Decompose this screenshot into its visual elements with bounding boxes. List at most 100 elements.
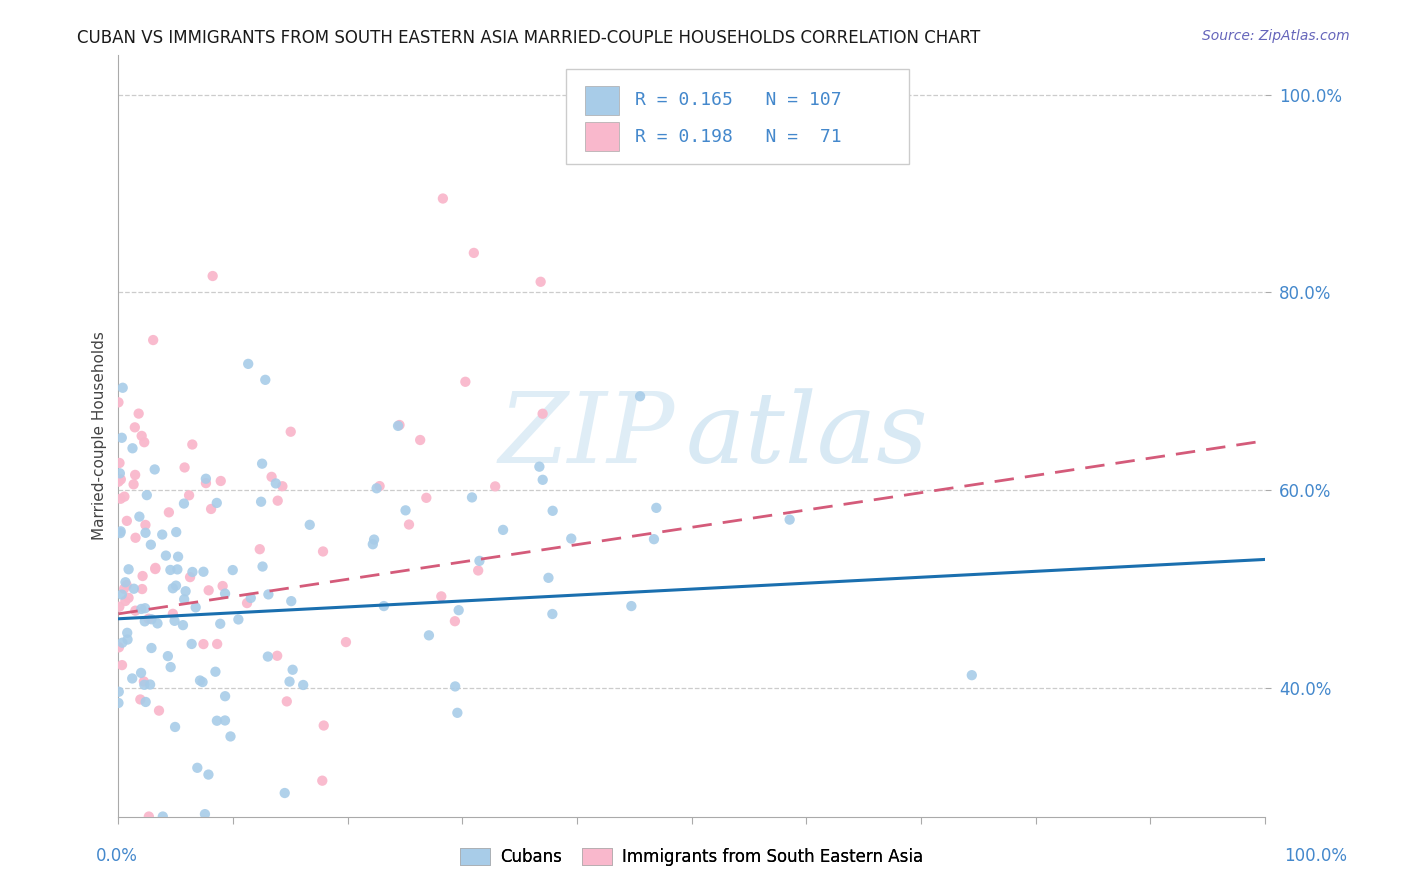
Point <box>201 268 224 283</box>
Point <box>110 473 132 487</box>
Point <box>260 470 283 484</box>
Point <box>211 579 233 593</box>
Point <box>173 592 195 607</box>
Point <box>274 786 297 800</box>
Point <box>124 531 146 545</box>
Point <box>394 503 416 517</box>
Point <box>181 565 204 579</box>
Point <box>128 509 150 524</box>
Point <box>143 462 166 476</box>
Point <box>209 474 232 488</box>
FancyBboxPatch shape <box>565 69 910 164</box>
Point <box>110 526 132 541</box>
Point <box>124 420 146 434</box>
Point <box>172 618 194 632</box>
Point <box>537 571 560 585</box>
Point <box>222 563 245 577</box>
Point <box>156 649 179 664</box>
Point <box>271 479 294 493</box>
Point <box>107 395 129 409</box>
Point <box>179 570 201 584</box>
Point <box>276 694 298 708</box>
Point <box>280 425 302 439</box>
Y-axis label: Married-couple Households: Married-couple Households <box>93 332 107 541</box>
Point <box>205 637 228 651</box>
Text: Source: ZipAtlas.com: Source: ZipAtlas.com <box>1202 29 1350 43</box>
Point <box>114 594 136 608</box>
Point <box>430 590 453 604</box>
Point <box>197 767 219 781</box>
Point <box>398 517 420 532</box>
Point <box>238 357 260 371</box>
Point <box>111 381 134 395</box>
Point <box>173 497 195 511</box>
Point <box>463 246 485 260</box>
Point <box>134 435 156 450</box>
Point <box>194 472 217 486</box>
Point <box>124 467 146 482</box>
Point <box>541 607 564 621</box>
Point <box>141 640 163 655</box>
Point <box>643 532 665 546</box>
Point <box>165 579 187 593</box>
Point <box>228 612 250 626</box>
Point <box>209 616 232 631</box>
Point <box>628 389 651 403</box>
Point <box>111 658 134 673</box>
Text: 0.0%: 0.0% <box>96 847 138 865</box>
Point <box>117 632 139 647</box>
Point <box>620 599 643 613</box>
Legend: Cubans, Immigrants from South Eastern Asia: Cubans, Immigrants from South Eastern As… <box>454 841 929 873</box>
Point <box>174 584 197 599</box>
Text: R = 0.198   N =  71: R = 0.198 N = 71 <box>636 128 842 145</box>
Text: 100.0%: 100.0% <box>1284 847 1347 865</box>
Point <box>155 549 177 563</box>
Point <box>257 587 280 601</box>
Point <box>281 663 304 677</box>
Point <box>173 460 195 475</box>
Point <box>219 730 242 744</box>
Point <box>361 537 384 551</box>
Point <box>188 673 211 688</box>
Point <box>461 491 484 505</box>
Point <box>108 467 131 481</box>
Point <box>114 575 136 590</box>
Point <box>143 562 166 576</box>
Point <box>529 459 551 474</box>
Point <box>531 407 554 421</box>
Point <box>139 538 162 552</box>
Point <box>214 714 236 728</box>
Point <box>148 704 170 718</box>
Text: R = 0.165   N = 107: R = 0.165 N = 107 <box>636 91 842 109</box>
Point <box>446 706 468 720</box>
Point <box>132 674 155 689</box>
Point <box>444 680 467 694</box>
Point <box>110 524 132 539</box>
Text: ZIP: ZIP <box>498 388 675 483</box>
Point <box>280 594 302 608</box>
Point <box>107 685 129 699</box>
Point <box>531 473 554 487</box>
Point <box>108 456 131 470</box>
Point <box>368 479 391 493</box>
Point <box>312 718 335 732</box>
Point <box>131 429 153 443</box>
Point <box>239 591 262 605</box>
Point <box>409 433 432 447</box>
Point <box>468 554 491 568</box>
Point <box>492 523 515 537</box>
Point <box>444 614 467 628</box>
Point <box>115 578 138 592</box>
Point <box>141 612 163 626</box>
Point <box>278 674 301 689</box>
Point <box>163 614 186 628</box>
Point <box>484 479 506 493</box>
Point <box>159 660 181 674</box>
Point <box>205 714 228 728</box>
Point <box>200 502 222 516</box>
Point <box>447 603 470 617</box>
Point <box>454 375 477 389</box>
Point <box>167 549 190 564</box>
Point <box>108 640 131 655</box>
Point <box>266 648 288 663</box>
